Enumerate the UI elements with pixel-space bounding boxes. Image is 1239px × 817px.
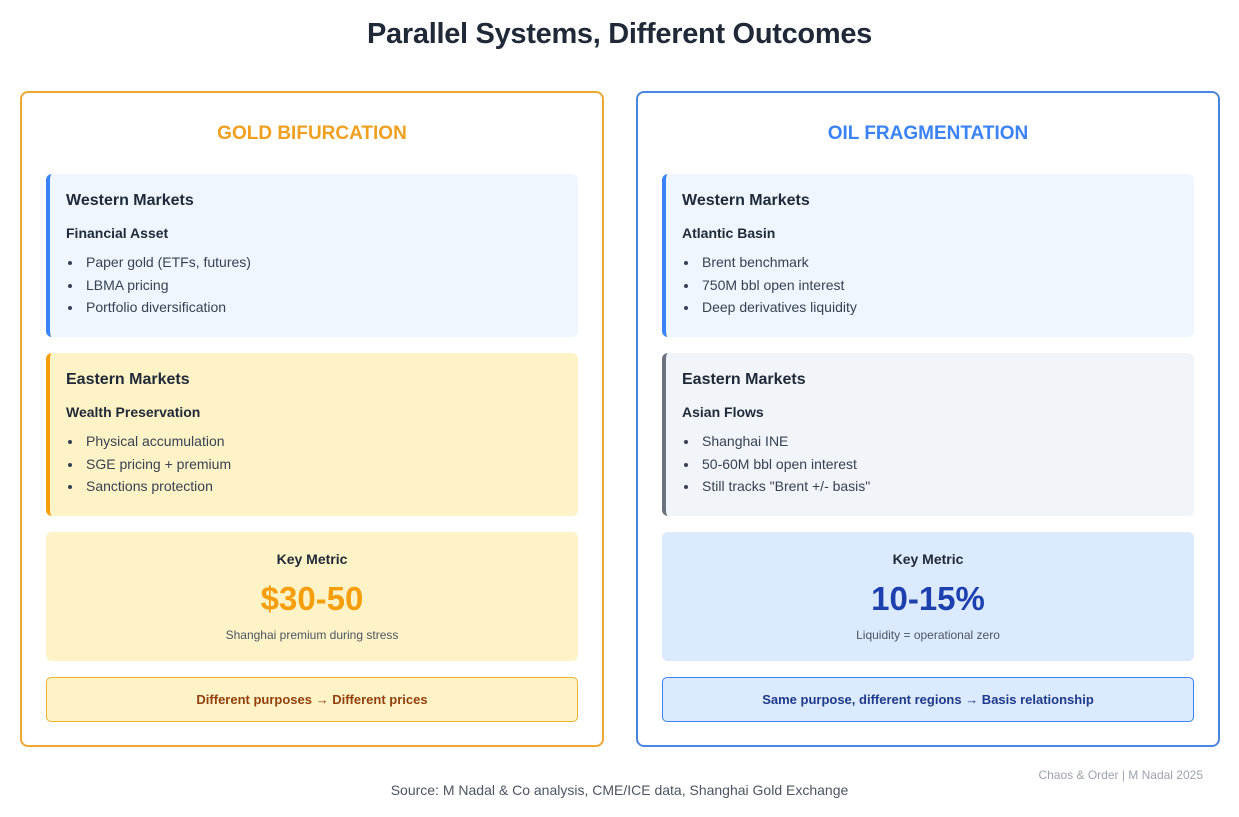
oil-panel: OIL FRAGMENTATION Western Markets Atlant… bbox=[636, 91, 1220, 747]
oil-metric-value: 10-15% bbox=[871, 580, 985, 617]
oil-panel-title: OIL FRAGMENTATION bbox=[827, 123, 1029, 144]
oil-eastern-subtitle: Asian Flows bbox=[682, 404, 764, 420]
oil-metric-note: Liquidity = operational zero bbox=[856, 628, 1000, 642]
gold-western-subtitle: Financial Asset bbox=[66, 225, 169, 241]
page-title: Parallel Systems, Different Outcomes bbox=[367, 18, 872, 50]
gold-key-metric-card: Key Metric $30-50 Shanghai premium durin… bbox=[46, 532, 578, 661]
list-item: 750M bbl open interest bbox=[682, 274, 1194, 297]
gold-western-markets-card: Western Markets Financial Asset Paper go… bbox=[46, 174, 578, 337]
source-note: Source: M Nadal & Co analysis, CME/ICE d… bbox=[390, 782, 849, 798]
oil-western-list: Brent benchmark 750M bbl open interest D… bbox=[682, 251, 1194, 319]
list-item: LBMA pricing bbox=[66, 274, 578, 297]
gold-conclusion-box: Different purposes → Different prices bbox=[46, 677, 578, 722]
oil-conclusion-box: Same purpose, different regions → Basis … bbox=[662, 677, 1194, 722]
list-item: 50-60M bbl open interest bbox=[682, 453, 1194, 476]
gold-western-list: Paper gold (ETFs, futures) LBMA pricing … bbox=[66, 251, 578, 319]
oil-eastern-list: Shanghai INE 50-60M bbl open interest St… bbox=[682, 430, 1194, 498]
list-item: SGE pricing + premium bbox=[66, 453, 578, 476]
oil-key-metric-card: Key Metric 10-15% Liquidity = operationa… bbox=[662, 532, 1194, 661]
gold-metric-note: Shanghai premium during stress bbox=[225, 628, 399, 642]
oil-western-markets-card: Western Markets Atlantic Basin Brent ben… bbox=[662, 174, 1194, 337]
list-item: Still tracks "Brent +/- basis" bbox=[682, 475, 1194, 498]
gold-eastern-title: Eastern Markets bbox=[66, 371, 190, 388]
list-item: Deep derivatives liquidity bbox=[682, 296, 1194, 319]
list-item: Portfolio diversification bbox=[66, 296, 578, 319]
oil-eastern-markets-card: Eastern Markets Asian Flows Shanghai INE… bbox=[662, 353, 1194, 516]
oil-western-title: Western Markets bbox=[682, 192, 810, 209]
list-item: Shanghai INE bbox=[682, 430, 1194, 453]
gold-panel: GOLD BIFURCATION Western Markets Financi… bbox=[20, 91, 604, 747]
gold-panel-title: GOLD BIFURCATION bbox=[217, 123, 407, 144]
oil-metric-label: Key Metric bbox=[892, 551, 964, 567]
gold-metric-value: $30-50 bbox=[260, 580, 364, 617]
list-item: Paper gold (ETFs, futures) bbox=[66, 251, 578, 274]
list-item: Brent benchmark bbox=[682, 251, 1194, 274]
oil-western-subtitle: Atlantic Basin bbox=[682, 225, 776, 241]
gold-eastern-subtitle: Wealth Preservation bbox=[66, 404, 201, 420]
list-item: Physical accumulation bbox=[66, 430, 578, 453]
gold-western-title: Western Markets bbox=[66, 192, 194, 209]
gold-eastern-markets-card: Eastern Markets Wealth Preservation Phys… bbox=[46, 353, 578, 516]
author-credit: Chaos & Order | M Nadal 2025 bbox=[1038, 768, 1203, 782]
gold-metric-label: Key Metric bbox=[276, 551, 348, 567]
list-item: Sanctions protection bbox=[66, 475, 578, 498]
gold-eastern-list: Physical accumulation SGE pricing + prem… bbox=[66, 430, 578, 498]
oil-eastern-title: Eastern Markets bbox=[682, 371, 806, 388]
